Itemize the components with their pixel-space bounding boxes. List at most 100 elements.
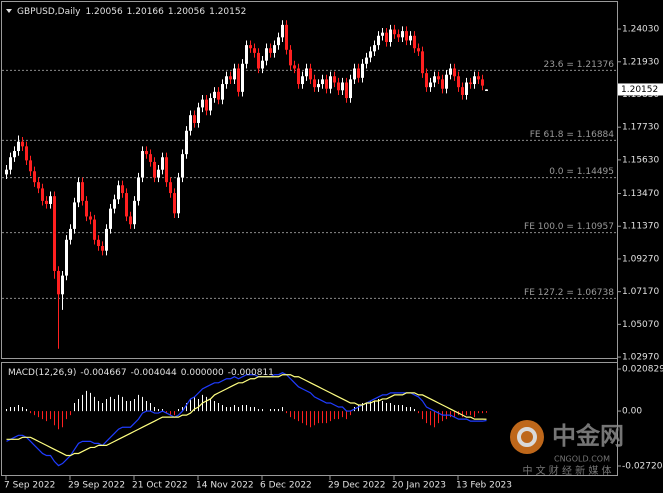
candle-body <box>157 169 160 178</box>
candle-body <box>173 193 176 214</box>
fib-level-label: FE 61.8 = 1.16884 <box>530 130 615 140</box>
candle-body <box>301 76 304 85</box>
candle-body <box>161 157 164 170</box>
candle-body <box>389 29 392 43</box>
candle-body <box>165 157 168 183</box>
candle-body <box>137 177 140 201</box>
chart-header: GBPUSD,Daily 1.20056 1.20166 1.20056 1.20152 <box>17 7 246 17</box>
candle-body <box>341 82 344 91</box>
collapse-icon <box>6 9 12 13</box>
candle-body <box>25 146 28 161</box>
candle-body <box>425 73 428 88</box>
candle-body <box>229 76 232 80</box>
candle-body <box>305 68 308 77</box>
candle-body <box>121 185 124 194</box>
y-tick-label: 0.00 <box>622 407 642 417</box>
chart-title: GBPUSD,Daily <box>17 7 81 17</box>
candle-body <box>185 130 188 155</box>
x-tick-label: 13 Feb 2023 <box>456 481 512 491</box>
open-value: 1.20056 <box>85 7 122 17</box>
candle-body <box>273 45 276 53</box>
macd-value: -0.004667 <box>80 368 126 378</box>
candle-body <box>193 115 196 123</box>
candle-body <box>209 98 212 111</box>
candle-body <box>377 35 380 46</box>
candle-body <box>285 24 288 50</box>
candle-body <box>201 99 204 108</box>
candle-body <box>69 228 72 240</box>
candle-body <box>5 169 8 175</box>
candle-body <box>181 154 184 178</box>
fib-level-label: 23.6 = 1.21376 <box>543 60 614 70</box>
candle-body <box>189 115 192 131</box>
candle-body <box>313 79 316 88</box>
candle-body <box>405 31 408 41</box>
y-tick-label: 1.21930 <box>622 57 659 67</box>
candle-body <box>233 68 236 80</box>
candle-body <box>33 171 36 183</box>
candle-body <box>29 160 32 172</box>
watermark-brand: 中金网 <box>552 422 624 450</box>
candle-body <box>133 200 136 225</box>
candle-body <box>37 182 40 189</box>
candle-body <box>45 200 48 204</box>
candle-body <box>281 24 284 38</box>
candle-body <box>345 82 348 99</box>
candle-body <box>141 151 144 178</box>
candle-body <box>93 219 96 240</box>
candle-body <box>317 84 320 88</box>
y-tick-label: 1.11370 <box>622 222 659 232</box>
candle-body <box>129 216 132 225</box>
candle-body <box>49 196 52 204</box>
candle-body <box>125 193 128 217</box>
low-value: 1.20056 <box>168 7 205 17</box>
candle-body <box>385 32 388 43</box>
candle-body <box>77 182 80 203</box>
candle-body <box>109 208 112 229</box>
watermark: 中金网 CNGOLD.COM 中 文 财 经 新 媒 体 <box>510 420 624 477</box>
candle-body <box>117 185 120 200</box>
candle-body <box>437 76 440 80</box>
candle-body <box>461 87 464 95</box>
candle-body <box>441 79 444 89</box>
y-tick-label: 1.24030 <box>622 25 659 35</box>
y-tick-label: 1.05070 <box>622 320 659 330</box>
watermark-domain: CNGOLD.COM <box>554 455 610 464</box>
x-tick-label: 14 Nov 2022 <box>196 481 254 491</box>
candle-body <box>17 141 20 152</box>
candle-body <box>241 63 244 92</box>
candle-body <box>149 154 152 162</box>
candle-body <box>113 199 116 209</box>
y-tick-label: 1.17730 <box>622 123 659 133</box>
candle-body <box>81 182 84 201</box>
candle-body <box>357 68 360 78</box>
candle-body <box>473 76 476 85</box>
x-tick-label: 29 Sep 2022 <box>68 481 125 491</box>
candle-body <box>373 45 376 52</box>
candle-body <box>21 141 24 147</box>
fib-level-label: FE 100.0 = 1.10957 <box>524 222 614 232</box>
macd-title: MACD(12,26,9) <box>8 368 76 378</box>
y-tick-label: 1.07170 <box>622 287 659 297</box>
candle-body <box>329 76 332 89</box>
price-tag <box>618 83 663 96</box>
y-tick-label: 1.15630 <box>622 155 659 165</box>
y-tick-label: 0.020829 <box>622 365 663 375</box>
candle-body <box>453 68 456 77</box>
candle-body <box>417 48 420 52</box>
candle-body <box>57 270 60 295</box>
candle-body <box>197 107 200 123</box>
candle-body <box>449 68 452 75</box>
high-value: 1.20166 <box>127 7 164 17</box>
close-value: 1.20152 <box>209 7 246 17</box>
candle-body <box>369 51 372 58</box>
plot-layer: 1.240301.219301.198301.177301.156301.134… <box>2 20 663 491</box>
candle-body <box>397 34 400 38</box>
candle-body <box>205 99 208 111</box>
candle-body <box>381 32 384 36</box>
macd-header: MACD(12,26,9) -0.004667 -0.004044 0.000000-… <box>8 368 274 378</box>
candle-body <box>225 76 228 85</box>
candle-body <box>365 57 368 64</box>
